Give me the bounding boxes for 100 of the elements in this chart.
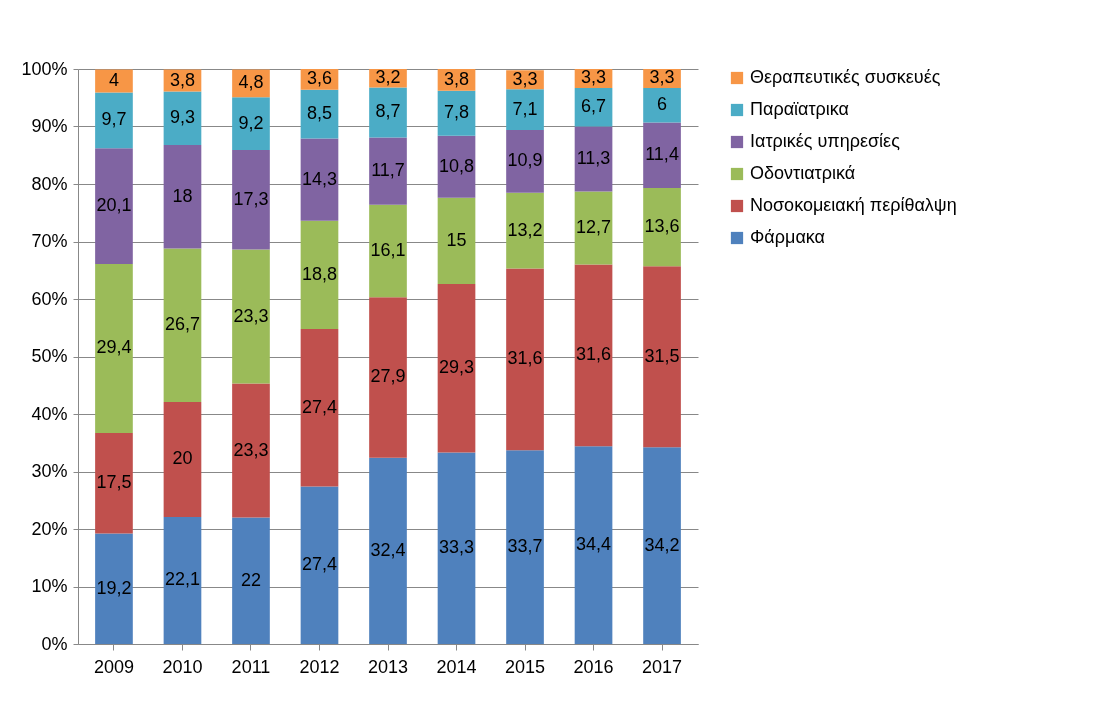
data-label: 3,6: [306, 68, 333, 89]
bar: [232, 249, 270, 384]
data-label: 33,7: [507, 536, 543, 557]
data-label: 18,8: [301, 263, 338, 284]
data-label: 29,3: [438, 357, 475, 378]
bar: [506, 450, 544, 644]
x-tick-label: 2017: [642, 656, 683, 677]
y-tick-label: 90%: [31, 116, 68, 136]
bar: [95, 148, 133, 264]
bar: [437, 284, 476, 453]
bar: [369, 457, 407, 644]
data-label: 27,9: [370, 366, 406, 387]
data-label: 23,3: [233, 439, 269, 460]
bar: [300, 220, 339, 329]
data-label: 10,9: [507, 150, 543, 171]
bar: [163, 91, 202, 145]
data-label: 4: [108, 70, 119, 91]
data-label: 34,4: [576, 534, 612, 555]
y-tick-label: 30%: [31, 461, 68, 481]
bar: [574, 87, 613, 127]
x-tick-label: 2011: [231, 656, 271, 677]
legend-label: Θεραπευτικές συσκευές: [750, 67, 941, 87]
y-tick-label: 0%: [41, 633, 68, 654]
x-tick-label: 2013: [367, 656, 409, 677]
bar: [163, 248, 202, 402]
data-label: 3,8: [169, 69, 195, 90]
legend-label: Οδοντιατρικά: [750, 163, 856, 183]
x-tick-label: 2012: [299, 656, 340, 677]
y-tick-label: 60%: [31, 288, 68, 309]
bar: [643, 266, 681, 448]
y-tick-label: 70%: [31, 231, 68, 251]
data-label: 9,2: [238, 112, 264, 133]
bar: [369, 204, 407, 298]
data-label: 17,3: [233, 188, 269, 209]
x-tick-label: 2009: [93, 656, 134, 677]
bar: [506, 129, 544, 193]
y-tick-label: 100%: [21, 58, 68, 79]
bar: [232, 517, 270, 644]
data-label: 6: [657, 94, 668, 115]
bar: [574, 191, 613, 265]
data-label: 4,8: [238, 72, 264, 93]
bar: [643, 447, 681, 644]
bar: [369, 87, 407, 138]
y-tick-label: 20%: [31, 518, 68, 539]
x-tick-label: 2015: [504, 656, 546, 677]
bar: [437, 197, 476, 285]
data-label: 27,4: [301, 554, 338, 575]
data-label: 22: [240, 569, 261, 590]
bar: [574, 264, 613, 447]
bar: [506, 268, 544, 451]
bar: [95, 432, 133, 534]
data-label: 8,5: [306, 103, 333, 124]
x-tick-label: 2016: [573, 656, 614, 677]
bar: [574, 446, 613, 644]
data-label: 20,1: [96, 195, 132, 216]
data-label: 32,4: [370, 539, 406, 560]
bar: [300, 486, 339, 644]
data-label: 16,1: [370, 239, 406, 260]
x-tick-label: 2014: [436, 656, 477, 677]
bar: [95, 92, 133, 149]
bar: [232, 383, 270, 518]
bar: [300, 138, 339, 221]
data-label: 31,5: [644, 345, 680, 366]
bar: [95, 533, 133, 644]
data-label: 22,1: [164, 569, 200, 590]
data-label: 17,5: [96, 472, 132, 493]
data-label: 13,2: [507, 219, 543, 240]
bar: [506, 192, 544, 269]
legend-label: Νοσοκομειακή περίθαλψη: [750, 195, 957, 215]
data-label: 33,3: [438, 537, 475, 558]
y-tick-label: 50%: [31, 346, 68, 366]
bar: [643, 188, 681, 267]
data-label: 11,3: [576, 147, 611, 168]
y-tick-label: 80%: [31, 173, 68, 194]
bar: [163, 401, 202, 517]
legend-label: Παραϊατρικα: [750, 99, 849, 119]
bar: [95, 69, 133, 93]
bar: [643, 87, 681, 123]
bar: [437, 452, 476, 644]
bar: [163, 516, 202, 644]
data-label: 3,3: [649, 67, 675, 88]
data-label: 31,6: [507, 348, 543, 369]
bar: [437, 90, 476, 136]
data-label: 14,3: [301, 168, 338, 189]
data-label: 3,8: [443, 68, 470, 89]
data-label: 3,2: [375, 67, 401, 88]
data-label: 29,4: [96, 337, 132, 358]
data-label: 19,2: [96, 577, 132, 598]
y-tick-label: 40%: [31, 403, 68, 424]
data-label: 10,8: [438, 155, 475, 176]
data-label: 6,7: [581, 96, 607, 117]
bar: [232, 150, 270, 250]
data-label: 7,8: [443, 102, 470, 123]
y-tick-label: 10%: [31, 576, 68, 596]
bar: [163, 144, 202, 249]
data-label: 8,7: [375, 101, 401, 122]
data-label: 9,3: [169, 107, 195, 128]
data-label: 3,3: [512, 68, 538, 89]
data-label: 34,2: [644, 534, 680, 555]
data-label: 3,3: [581, 67, 607, 88]
